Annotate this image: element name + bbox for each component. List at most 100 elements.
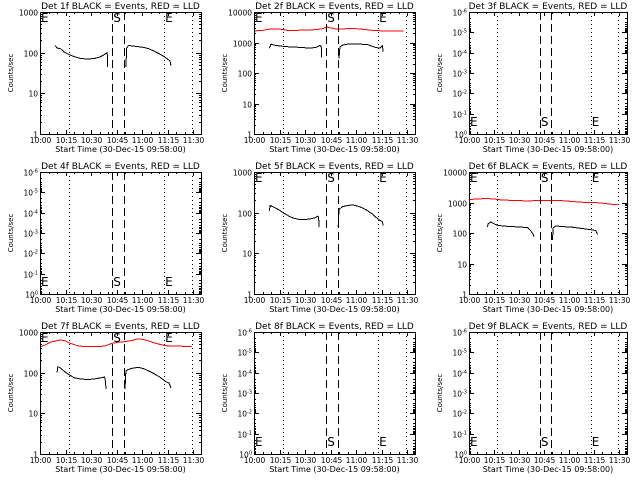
x-tick-label: 10:15: [56, 296, 78, 305]
x-axis-title: Start Time (30-Dec-15 09:58:00): [269, 465, 400, 474]
x-tick-label: 10:00: [459, 136, 481, 145]
y-axis-title: Counts/sec: [436, 54, 444, 93]
y-axis-title: Counts/sec: [7, 54, 15, 93]
x-tick-label: 11:30: [183, 296, 205, 305]
y-axis-title: Counts/sec: [436, 374, 444, 413]
y-tick-label: 10-2: [452, 90, 467, 99]
x-tick-label: 10:45: [534, 296, 556, 305]
y-tick-label: 10-1: [23, 271, 38, 280]
series-events-line: [56, 365, 107, 389]
x-tick-label: 11:15: [584, 296, 606, 305]
y-tick-label: 10-6: [452, 9, 467, 18]
panel-det-8: Det 8f BLACK = Events, RED = LLD E S E 10:00…: [221, 322, 419, 474]
y-tick-label: 10-5: [23, 189, 38, 198]
x-tick-label: 10:30: [509, 456, 531, 465]
series-lld-line: [39, 338, 192, 348]
marker-label-e: E: [165, 11, 173, 25]
x-axis-title: Start Time (30-Dec-15 09:58:00): [483, 465, 614, 474]
y-axis-title: Counts/sec: [221, 214, 229, 253]
series-events-line: [486, 221, 535, 237]
y-tick-label: 10-6: [23, 169, 38, 178]
y-tick-label: 10-2: [452, 410, 467, 419]
y-tick-label: 1: [33, 451, 38, 460]
x-tick-label: 11:15: [158, 136, 180, 145]
marker-label-e: E: [41, 275, 49, 289]
y-tick-label: 10-5: [237, 349, 252, 358]
y-tick-label: 1: [247, 131, 252, 140]
x-tick-label: 11:00: [559, 296, 581, 305]
series-events-line: [337, 204, 384, 227]
y-tick-label: 1: [33, 131, 38, 140]
x-tick-label: 10:15: [484, 136, 506, 145]
x-tick-label: 10:00: [30, 136, 52, 145]
x-tick-label: 10:00: [244, 456, 266, 465]
x-tick-label: 10:45: [321, 456, 343, 465]
x-tick-label: 10:15: [484, 296, 506, 305]
x-tick-label: 11:00: [346, 136, 368, 145]
x-tick-label: 10:15: [270, 456, 292, 465]
panel-title: Det 8f BLACK = Events, RED = LLD: [255, 322, 414, 332]
y-tick-label: 100: [24, 50, 39, 59]
x-tick-label: 10:15: [270, 136, 292, 145]
x-tick-label: 10:30: [295, 456, 317, 465]
panel-title: Det 3f BLACK = Events, RED = LLD: [469, 2, 628, 12]
x-tick-label: 11:15: [584, 136, 606, 145]
panel-title: Det 5f BLACK = Events, RED = LLD: [255, 162, 414, 172]
plot-frame: [469, 172, 628, 295]
marker-label-s: S: [327, 11, 335, 25]
x-tick-label: 11:30: [397, 456, 419, 465]
series-lld-line: [253, 26, 404, 32]
marker-label-s: S: [541, 171, 549, 185]
y-tick-label: 10-1: [452, 431, 467, 440]
marker-label-e: E: [592, 171, 600, 185]
plot-frame: [40, 332, 202, 455]
x-tick-label: 10:00: [30, 456, 52, 465]
x-axis-title: Start Time (30-Dec-15 09:58:00): [55, 145, 186, 154]
x-tick-label: 10:00: [244, 136, 266, 145]
x-tick-label: 11:30: [609, 136, 631, 145]
x-tick-label: 11:30: [609, 456, 631, 465]
y-tick-label: 10-4: [452, 370, 467, 379]
y-axis-title: Counts/sec: [436, 214, 444, 253]
marker-label-e: E: [165, 275, 173, 289]
series-events-line: [338, 43, 384, 59]
x-tick-label: 11:00: [346, 456, 368, 465]
x-axis-title: Start Time (30-Dec-15 09:58:00): [55, 305, 186, 314]
panel-det-4: Det 4f BLACK = Events, RED = LLD E S E 10:00…: [7, 162, 205, 314]
x-axis-title: Start Time (30-Dec-15 09:58:00): [483, 145, 614, 154]
y-tick-label: 1000: [233, 169, 252, 178]
x-tick-label: 10:15: [484, 456, 506, 465]
y-tick-label: 10-6: [452, 329, 467, 338]
y-tick-label: 10-1: [237, 431, 252, 440]
x-tick-label: 10:30: [81, 456, 103, 465]
y-tick-label: 100: [454, 451, 467, 460]
y-axis-title: Counts/sec: [7, 214, 15, 253]
marker-label-s: S: [113, 275, 121, 289]
x-tick-label: 10:30: [81, 296, 103, 305]
x-tick-label: 10:30: [509, 136, 531, 145]
x-axis-title: Start Time (30-Dec-15 09:58:00): [269, 305, 400, 314]
x-tick-label: 11:00: [132, 296, 154, 305]
x-tick-label: 10:15: [56, 136, 78, 145]
x-tick-label: 11:00: [132, 136, 154, 145]
marker-label-s: S: [327, 171, 335, 185]
x-tick-label: 11:15: [372, 456, 394, 465]
marker-label-e: E: [41, 11, 49, 25]
panel-title: Det 7f BLACK = Events, RED = LLD: [41, 322, 200, 332]
x-tick-label: 11:30: [183, 456, 205, 465]
x-axis-title: Start Time (30-Dec-15 09:58:00): [483, 305, 614, 314]
x-tick-label: 10:00: [459, 456, 481, 465]
marker-label-e: E: [379, 435, 387, 449]
x-tick-label: 11:15: [372, 136, 394, 145]
marker-label-e: E: [255, 435, 263, 449]
x-tick-label: 10:30: [81, 136, 103, 145]
series-events-line: [124, 366, 172, 389]
marker-label-s: S: [327, 435, 335, 449]
x-tick-label: 10:00: [30, 296, 52, 305]
y-tick-label: 100: [25, 291, 38, 300]
marker-label-s: S: [113, 11, 121, 25]
x-tick-label: 10:45: [321, 296, 343, 305]
y-tick-label: 10: [28, 90, 38, 99]
